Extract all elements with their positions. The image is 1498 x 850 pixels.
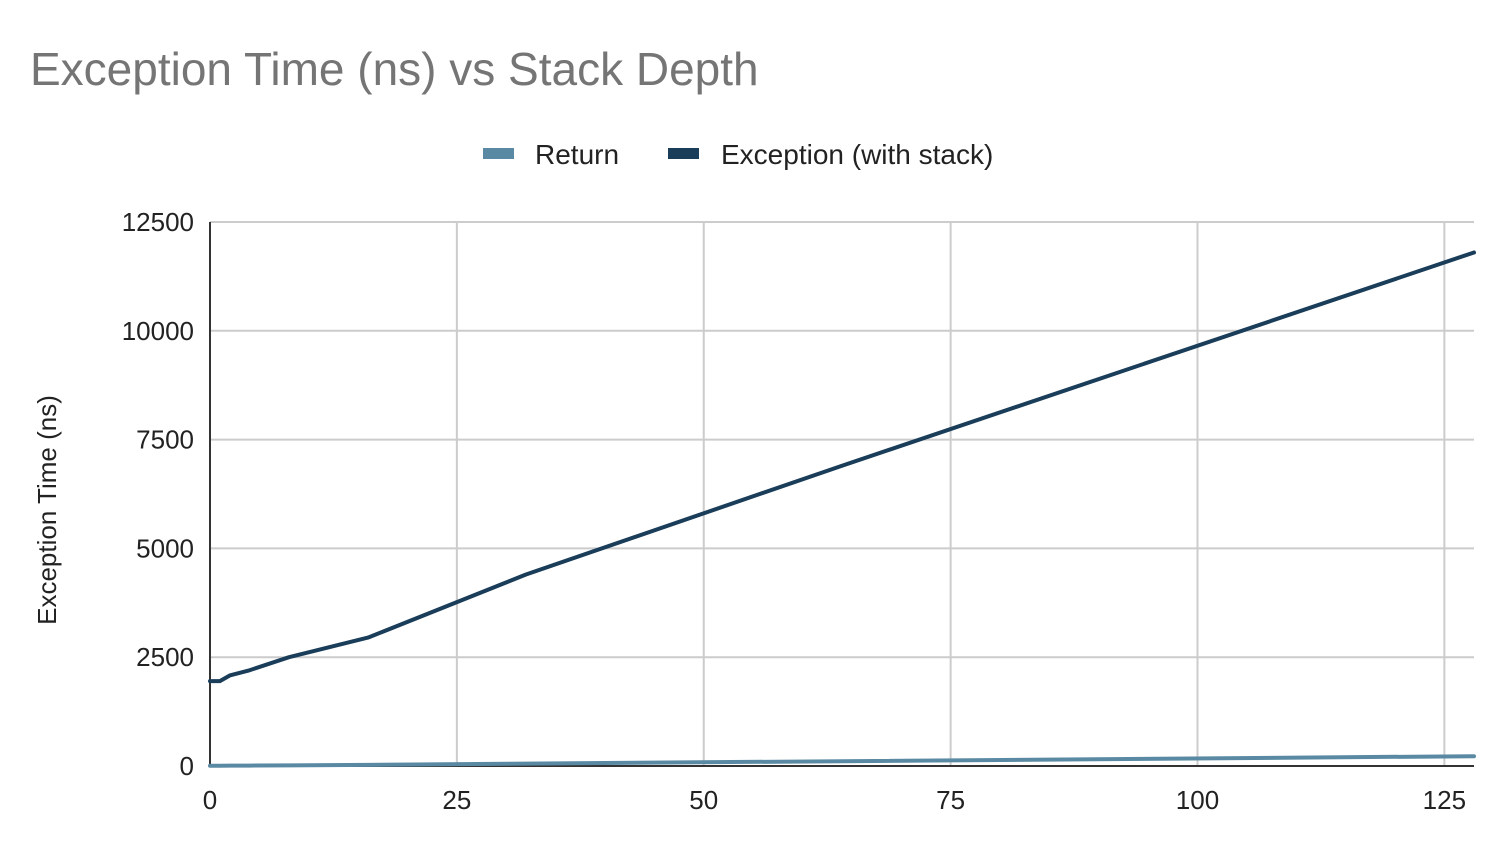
legend: Return Exception (with stack) xyxy=(483,139,993,170)
y-tick-label: 7500 xyxy=(136,425,194,455)
legend-item: Return xyxy=(483,139,619,170)
x-tick-label: 50 xyxy=(689,785,718,815)
y-tick-label: 0 xyxy=(180,751,194,781)
legend-swatch xyxy=(483,148,514,159)
legend-item: Exception (with stack) xyxy=(668,139,993,170)
legend-label: Return xyxy=(535,139,619,170)
x-tick-label: 125 xyxy=(1423,785,1466,815)
x-tick-label: 25 xyxy=(442,785,471,815)
x-tick-label: 0 xyxy=(203,785,217,815)
legend-label: Exception (with stack) xyxy=(721,139,993,170)
y-tick-label: 5000 xyxy=(136,533,194,563)
grid-lines xyxy=(210,221,1474,766)
y-tick-label: 12500 xyxy=(122,207,194,237)
legend-swatch xyxy=(668,148,699,159)
x-tick-label: 100 xyxy=(1176,785,1219,815)
series-line-exception-with-stack xyxy=(208,250,1476,684)
y-tick-label: 10000 xyxy=(122,316,194,346)
x-tick-label: 75 xyxy=(936,785,965,815)
series-lines xyxy=(208,250,1476,768)
tick-labels: 0 2500 5000 7500 10000 12500 0 25 50 75 100 125 xyxy=(122,207,1466,815)
chart-title: Exception Time (ns) vs Stack Depth xyxy=(30,43,759,95)
series-line-return xyxy=(208,754,1476,768)
y-axis-title: Exception Time (ns) xyxy=(32,395,62,625)
axes xyxy=(209,222,1474,767)
y-tick-label: 2500 xyxy=(136,642,194,672)
